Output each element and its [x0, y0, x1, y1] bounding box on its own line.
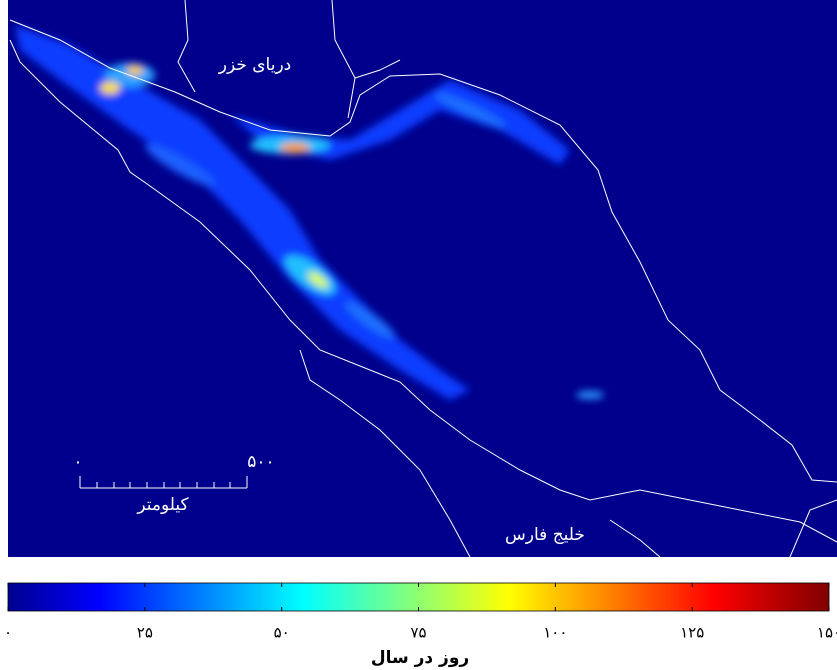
- gulf-coast: [299, 349, 837, 557]
- tick-label: ۱۰۰: [543, 624, 567, 642]
- scale-tick-label: ۵۰۰: [247, 452, 274, 472]
- colorbar: [7, 582, 830, 612]
- tick-label: ۲۵: [137, 624, 153, 642]
- tick-label: ۵۰: [274, 624, 290, 642]
- colorbar-label: روز در سال: [371, 648, 469, 668]
- tick-label: ۰: [4, 624, 12, 642]
- map: دریای خزر خلیج فارس کیلومتر ۰ ۵۰۰: [8, 0, 837, 557]
- scale-bar: کیلومتر ۰ ۵۰۰: [73, 452, 274, 515]
- scale-unit: کیلومتر: [136, 495, 189, 515]
- tick-label: ۱۲۵: [680, 624, 704, 642]
- caspian-coast: [177, 0, 401, 119]
- tick-label: ۱۵۰: [817, 624, 837, 642]
- sea-label: دریای خزر: [218, 55, 292, 75]
- sea-label: خلیج فارس: [505, 525, 585, 545]
- tick-label: ۷۵: [410, 624, 426, 642]
- border: [9, 19, 837, 543]
- scale-tick-label: ۰: [73, 452, 82, 472]
